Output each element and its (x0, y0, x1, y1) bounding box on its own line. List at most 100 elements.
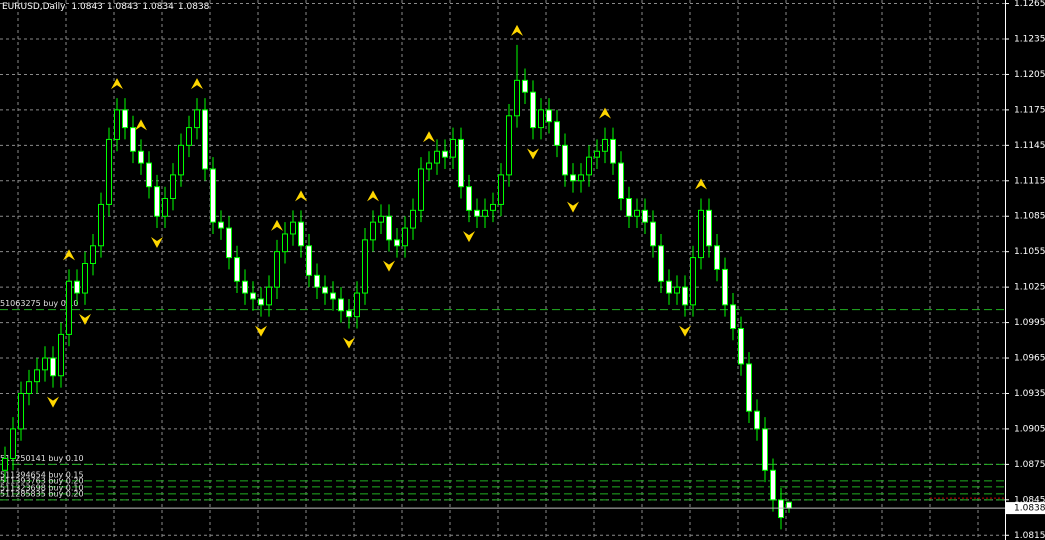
candle-body (258, 298, 264, 306)
candle-body (378, 215, 384, 223)
candle-body (658, 245, 664, 282)
candle-body (82, 263, 88, 294)
fractal-down (527, 148, 539, 160)
candle-body (282, 233, 288, 253)
candle-body (738, 327, 744, 365)
candle-body (482, 209, 488, 217)
candle-body (18, 392, 24, 430)
candle-body (154, 186, 160, 217)
fractal-up (111, 78, 123, 90)
candle-body (466, 186, 472, 211)
fractal-up (511, 24, 523, 36)
order-label: 511323698 buy 0.10 (0, 483, 84, 492)
candle-body (218, 221, 224, 229)
candle-body (698, 209, 704, 259)
candle-body (490, 203, 496, 211)
y-tick-label: 1.1205 (1014, 70, 1045, 80)
candle-body (362, 239, 368, 294)
fractal-down (255, 325, 267, 337)
candle-body (578, 174, 584, 182)
candle-body (594, 150, 600, 158)
y-tick-label: 1.1235 (1014, 34, 1045, 44)
y-tick-label: 1.1085 (1014, 212, 1045, 222)
candle-body (66, 280, 72, 335)
y-tick-label: 1.0845 (1014, 495, 1045, 505)
last-open: 1.0843 (71, 2, 103, 12)
order-label: 511393763 buy 0.20 (0, 476, 84, 485)
candle-body (642, 209, 648, 223)
fractal-up (191, 78, 203, 90)
fractal-down (343, 337, 355, 349)
candle-body (418, 168, 424, 211)
fractal-up (135, 119, 147, 131)
candle-body (138, 150, 144, 164)
candle-body (634, 209, 640, 217)
y-tick-label: 1.1265 (1014, 0, 1045, 9)
candle-body (402, 227, 408, 247)
fractal-up (295, 190, 307, 202)
candle-body (618, 162, 624, 200)
bid-label-box (1006, 502, 1045, 515)
candle-body (314, 274, 320, 288)
y-tick-label: 1.1115 (1014, 176, 1045, 186)
candle-body (546, 109, 552, 123)
candle-body (554, 121, 560, 146)
candle-body (610, 138, 616, 164)
candle-body (722, 268, 728, 306)
order-label: 511250141 buy 0.10 (0, 454, 84, 463)
candle-body (434, 150, 440, 164)
y-tick-label: 1.1025 (1014, 283, 1045, 293)
candle-body (746, 363, 752, 412)
y-tick-label: 1.1055 (1014, 247, 1045, 257)
fractal-down (679, 325, 691, 337)
fractal-up (599, 107, 611, 119)
candle-body (778, 499, 784, 519)
candle-body (330, 292, 336, 300)
y-tick-label: 1.1145 (1014, 141, 1045, 151)
candle-body (194, 109, 200, 129)
candle-body (370, 221, 376, 241)
candle-body (626, 198, 632, 217)
y-tick-label: 1.0875 (1014, 460, 1045, 470)
candle-body (602, 138, 608, 152)
candle-body (354, 292, 360, 318)
candle-body (506, 115, 512, 176)
candle-body (114, 109, 120, 140)
candle-body (42, 357, 48, 371)
candle-body (442, 150, 448, 158)
candle-body (754, 410, 760, 430)
candle-body (410, 209, 416, 229)
fractal-down (383, 260, 395, 272)
candle-body (562, 144, 568, 176)
candle-body (770, 469, 776, 501)
candle-body (762, 428, 768, 471)
candle-body (386, 215, 392, 241)
fractal-down (567, 201, 579, 213)
last-close: 1.0838 (178, 2, 210, 12)
fractal-up (695, 178, 707, 190)
candle-body (274, 251, 280, 288)
candle-body (90, 245, 96, 265)
candle-body (682, 286, 688, 306)
last-high: 1.0843 (107, 2, 139, 12)
candle-body (210, 168, 216, 223)
symbol: EURUSD,Daily (2, 2, 66, 12)
candle-body (306, 245, 312, 276)
order-label: 511285835 buy 0.20 (0, 489, 84, 498)
candle-body (298, 221, 304, 247)
fractal-up (423, 131, 435, 143)
candle-body (570, 174, 576, 182)
candle-body (498, 174, 504, 205)
candle-body (74, 280, 80, 294)
candle-body (26, 381, 32, 394)
candle-body (450, 138, 456, 158)
candle-body (34, 369, 40, 383)
bid-label: 1.0838 (1014, 504, 1045, 514)
candle-body (690, 257, 696, 306)
y-tick-label: 1.1175 (1014, 105, 1045, 115)
y-tick-label: 1.0965 (1014, 354, 1045, 364)
last-low: 1.0834 (142, 2, 174, 12)
candle-body (2, 457, 8, 471)
candle-body (98, 203, 104, 247)
candle-body (186, 127, 192, 146)
